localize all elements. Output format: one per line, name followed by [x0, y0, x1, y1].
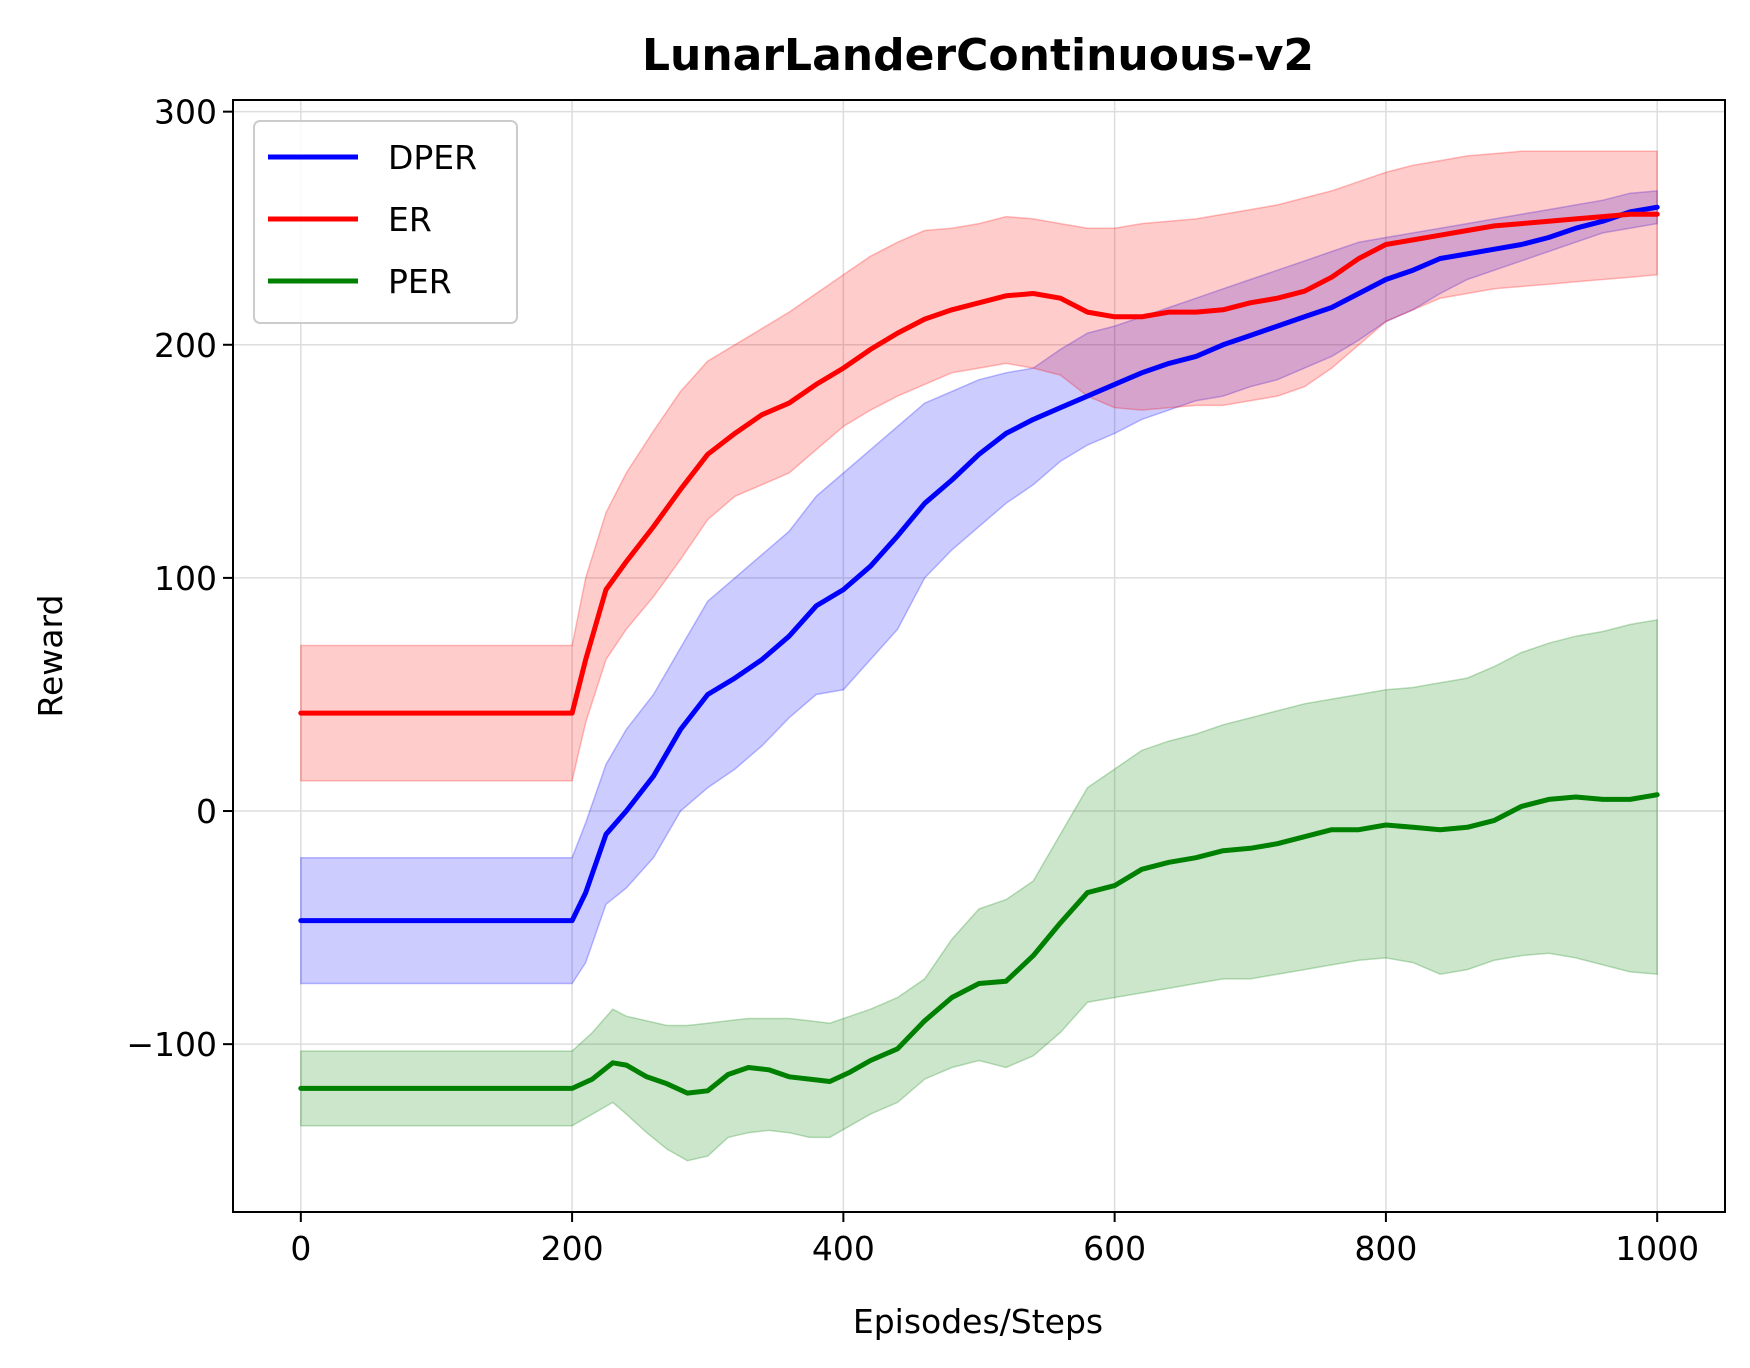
- y-tick-label: 100: [154, 559, 217, 598]
- y-axis-label: Reward: [31, 595, 70, 718]
- x-axis: 0 200 400 600 800 1000: [290, 1212, 1699, 1268]
- legend-box: [253, 120, 518, 324]
- x-tick-label: 800: [1354, 1229, 1417, 1268]
- y-tick-label: 300: [154, 93, 217, 132]
- per-band: [300, 619, 1658, 1162]
- y-tick-label: 0: [196, 792, 217, 831]
- x-tick-label: 200: [541, 1229, 604, 1268]
- chart-title: LunarLanderContinuous-v2: [642, 30, 1314, 81]
- x-tick-label: 0: [290, 1229, 311, 1268]
- x-tick-label: 1000: [1615, 1229, 1699, 1268]
- confidence-bands: [300, 150, 1658, 1162]
- er-line: [298, 211, 1660, 716]
- legend-label-per: PER: [388, 262, 452, 301]
- y-tick-label: −100: [126, 1025, 217, 1064]
- plot-frame: [232, 99, 1726, 1213]
- series-lines: [298, 204, 1660, 1096]
- legend-label-er: ER: [388, 200, 432, 239]
- legend: DPER ER PER: [253, 120, 518, 324]
- x-tick-label: 600: [1083, 1229, 1146, 1268]
- dper-line: [298, 204, 1660, 924]
- per-line: [298, 792, 1660, 1096]
- dper-band: [300, 190, 1658, 985]
- legend-label-dper: DPER: [388, 138, 477, 177]
- y-axis: −100 0 100 200 300: [126, 93, 233, 1064]
- y-tick-label: 200: [154, 326, 217, 365]
- x-axis-label: Episodes/Steps: [853, 1302, 1103, 1341]
- x-tick-label: 400: [812, 1229, 875, 1268]
- er-band: [300, 150, 1658, 782]
- grid: [233, 100, 1725, 1212]
